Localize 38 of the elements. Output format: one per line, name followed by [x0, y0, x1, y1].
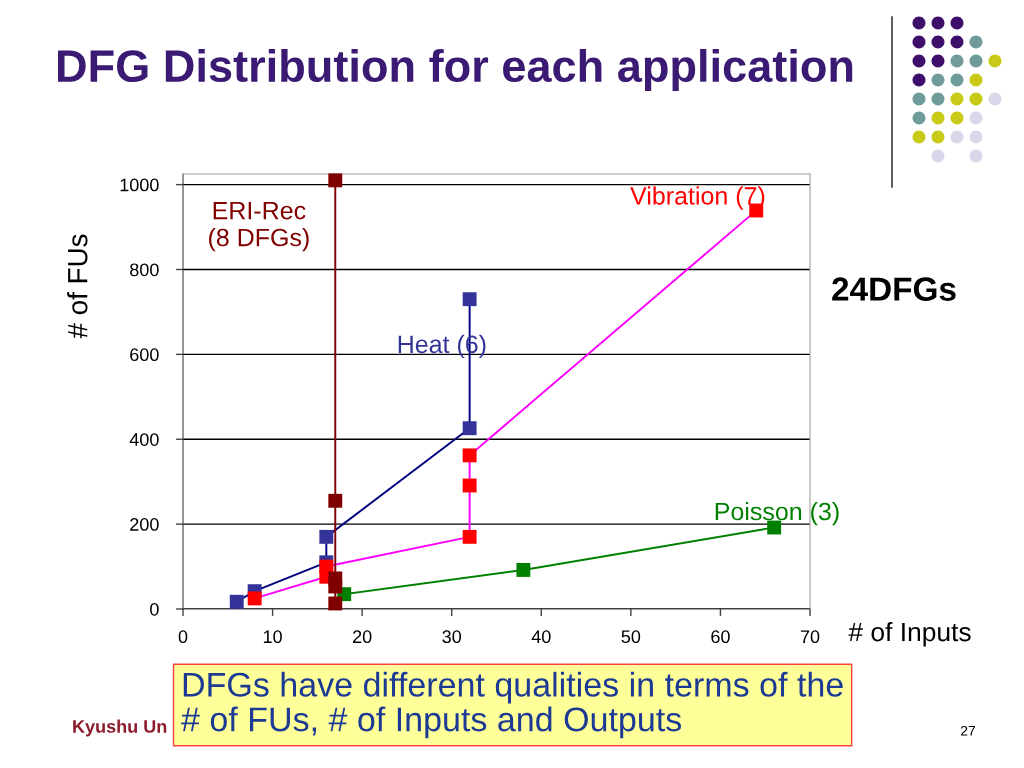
- y-tick-label: 800: [130, 263, 159, 277]
- series-label: ERI-Rec (8 DFGs): [209, 202, 309, 252]
- x-tick-label: 20: [353, 630, 372, 644]
- point: [328, 493, 343, 508]
- point: [319, 529, 334, 544]
- point: [462, 292, 477, 307]
- point: [462, 529, 477, 544]
- point: [516, 563, 531, 577]
- text: 27: [960, 725, 976, 736]
- x-tick-label: 70: [800, 630, 820, 644]
- y-tick-label: 200: [130, 518, 159, 531]
- point: [767, 520, 782, 535]
- point: [247, 591, 262, 606]
- text: 24DFGs: [832, 277, 956, 301]
- series-label: Poisson (3): [715, 501, 839, 526]
- x-tick-label: 50: [621, 630, 641, 644]
- chart-title: DFG Distribution for each application: [58, 48, 853, 92]
- y-tick-label: 400: [129, 433, 159, 446]
- y-tick-label: 600: [130, 348, 159, 362]
- point: [319, 559, 334, 574]
- x-tick-label: 0: [178, 630, 188, 644]
- point: [462, 448, 477, 463]
- text: DFGs have different qualities in terms of the # of FUs, # of Inputs and Outputs: [181, 671, 843, 739]
- point: [462, 421, 477, 436]
- y-tick-label: 1000: [120, 178, 159, 192]
- point: [328, 596, 343, 611]
- x-tick-label: 10: [263, 630, 282, 644]
- point: [328, 571, 343, 586]
- text: Kyushu Un: [73, 719, 167, 737]
- x-axis-title: # of Inputs: [848, 622, 971, 647]
- x-tick-label: 30: [442, 630, 462, 644]
- point: [229, 594, 244, 609]
- point: [328, 173, 343, 188]
- point: [462, 478, 477, 493]
- y-axis-title: # of FUs: [67, 234, 88, 339]
- x-tick-label: 60: [711, 630, 730, 644]
- x-tick-label: 40: [531, 630, 551, 644]
- y-tick-label: 0: [150, 602, 159, 616]
